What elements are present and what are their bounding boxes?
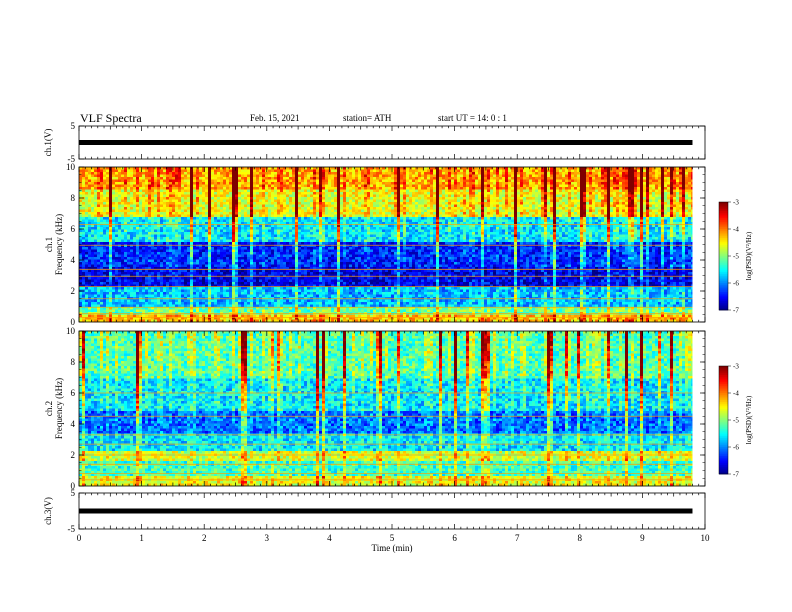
ch1-spectrogram-y-tick-label: 2 [71, 286, 76, 296]
x-tick-label: 5 [390, 533, 395, 543]
ch1-colorbar-tick-label: -4 [733, 226, 739, 234]
ch2-empty-region [692, 331, 705, 486]
ch1-spectrogram-y-axis: 0 2 4 6 8 10 ch.1 Frequency (kHz) [44, 162, 705, 327]
ch1-voltage-y-axis: 5 -5 ch.1(V) [43, 121, 705, 164]
ch1-spectrogram-x-ticks [78, 167, 706, 322]
ch1-cells [79, 167, 695, 323]
ch2-spectrogram-y-tick-label: 8 [71, 357, 76, 367]
ch3-voltage-y-tick-label: -5 [68, 524, 76, 534]
x-tick-label: 2 [202, 533, 207, 543]
ch1-spectrogram-y-tick-label: 4 [71, 255, 76, 265]
ch2-spectrogram-y-tick-label: 2 [71, 450, 76, 460]
ch1-voltage-x-ticks [78, 126, 706, 159]
ch2-spectrogram-y-tick-label: 6 [71, 388, 76, 398]
ch3-voltage-x-ticks [78, 493, 706, 529]
x-tick-label: 1 [139, 533, 144, 543]
ch3-voltage-y-axis-label: ch.3(V) [43, 497, 53, 525]
ch1-spectrogram-y-tick-label: 10 [66, 162, 76, 172]
x-tick-label: 7 [515, 533, 520, 543]
ch2-spectrogram-y-tick-label: 10 [66, 326, 76, 336]
ch2-colorbar-tick-label: -7 [733, 471, 739, 479]
ch2-colorbar: -3 -4 -5 -6 -7 log(PSD)(V²/Hz) [718, 363, 753, 479]
ch1-colorbar-tick-label: -6 [733, 280, 739, 288]
station-label: station= ATH [343, 113, 391, 123]
ch1-empty-region [692, 167, 705, 322]
ch3-voltage-y-tick-label: 5 [71, 488, 76, 498]
ch2-colorbar-tick-label: -3 [733, 363, 739, 371]
ch1-spectrogram-y-tick-label: 8 [71, 193, 76, 203]
ch1-voltage-y-axis-label: ch.1(V) [43, 129, 53, 157]
ch1-colorbar-tick-label: -5 [733, 253, 739, 261]
ch1-spectrogram-y-tick-label: 6 [71, 224, 76, 234]
ch2-spectrogram-y-tick-label: 0 [71, 481, 76, 491]
x-tick-label: 8 [578, 533, 583, 543]
ch2-colorbar-label: log(PSD)(V²/Hz) [745, 395, 753, 444]
ch1-colorbar-tick-label: -7 [733, 307, 739, 315]
x-tick-label: 9 [640, 533, 645, 543]
ch1-colorbar-label: log(PSD)(V²/Hz) [745, 231, 753, 280]
ch1-colorbar: -3 -4 -5 -6 -7 log(PSD)(V²/Hz) [718, 199, 753, 315]
start-time-label: start UT = 14: 0 : 1 [438, 113, 507, 123]
ch1-spectrogram-y-tick-label: 0 [71, 317, 76, 327]
x-tick-label: 4 [327, 533, 332, 543]
x-tick-label: 0 [77, 533, 82, 543]
x-tick-label: 10 [701, 533, 711, 543]
chart-title: VLF Spectra [80, 111, 142, 126]
ch2-colorbar-tick-label: -5 [733, 417, 739, 425]
x-tick-label: 3 [265, 533, 270, 543]
ch2-spectrogram-y-tick-label: 4 [71, 419, 76, 429]
x-axis: 0 1 2 3 4 5 6 7 8 9 10 Time (min) [77, 533, 710, 553]
ch1-spectrogram-channel-label: ch.1 [44, 237, 54, 252]
ch2-cells [79, 331, 695, 487]
ch2-colorbar-tick-label: -4 [733, 390, 739, 398]
ch2-colorbar-tick-label: -6 [733, 444, 739, 452]
x-tick-label: 6 [452, 533, 457, 543]
ch2-spectrogram-x-ticks [78, 331, 706, 486]
ch2-spectrogram-channel-label: ch.2 [44, 401, 54, 416]
ch1-spectrogram-y-axis-label: Frequency (kHz) [54, 214, 64, 275]
ch1-colorbar-tick-label: -3 [733, 199, 739, 207]
ch2-spectrogram-y-axis-label: Frequency (kHz) [54, 378, 64, 439]
ch3v-voltage-trace [79, 508, 693, 514]
ch1v-voltage-trace [79, 140, 693, 145]
ch3-voltage-y-axis: 5 -5 ch.3(V) [43, 488, 705, 534]
ch1-voltage-y-tick-label: -5 [68, 154, 76, 164]
x-axis-label: Time (min) [372, 543, 413, 553]
ch1-voltage-y-tick-label: 5 [71, 121, 76, 131]
date-label: Feb. 15, 2021 [250, 113, 300, 123]
ch2-spectrogram-y-axis: 0 2 4 6 8 10 ch.2 Frequency (kHz) [44, 326, 705, 491]
